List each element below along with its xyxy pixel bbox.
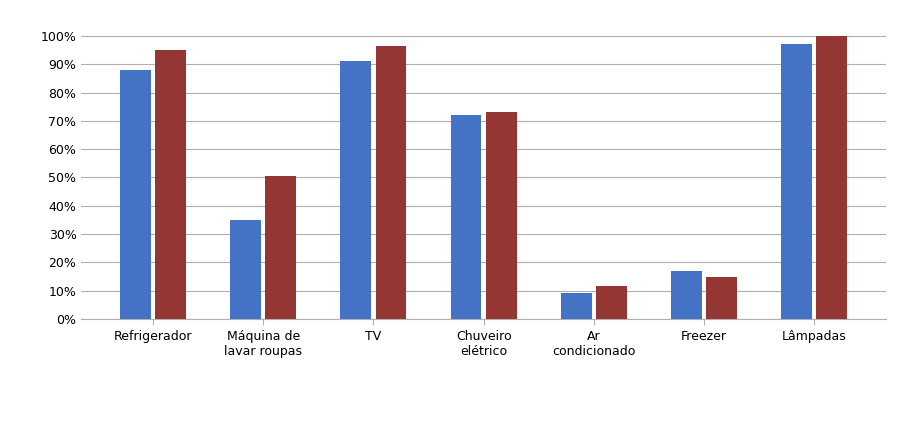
Bar [670, 271, 701, 319]
Bar [705, 276, 736, 319]
Bar [780, 44, 811, 319]
Bar [340, 62, 371, 319]
Bar [155, 50, 186, 319]
Bar [485, 113, 517, 319]
Bar [450, 115, 481, 319]
Bar [595, 287, 626, 319]
Bar [265, 176, 296, 319]
Bar [560, 294, 591, 319]
Bar [815, 36, 846, 319]
Legend: 2005, 2012: 2005, 2012 [409, 442, 557, 443]
Bar [376, 46, 406, 319]
Bar [230, 220, 261, 319]
Bar [120, 70, 151, 319]
